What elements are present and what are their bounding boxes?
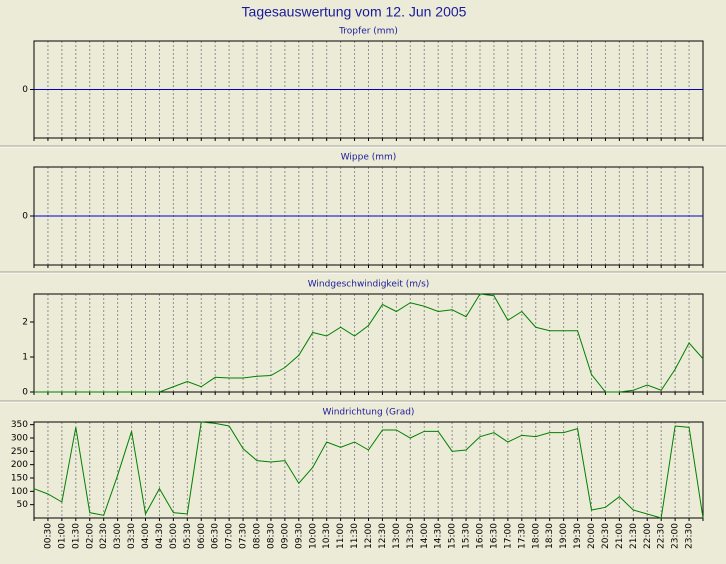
x-tick-label: 19:00 — [559, 523, 569, 549]
x-tick-label: 17:00 — [503, 523, 513, 549]
x-tick-label: 22:00 — [643, 523, 653, 549]
x-tick-label: 11:30 — [350, 523, 360, 549]
panel-title: Tropfer (mm) — [338, 27, 398, 37]
x-tick-label: 03:30 — [127, 523, 137, 549]
x-tick-label: 20:00 — [587, 523, 597, 549]
x-tick-label: 02:00 — [85, 523, 95, 549]
x-tick-label: 01:00 — [57, 523, 67, 549]
x-tick-label: 21:00 — [615, 523, 625, 549]
x-tick-label: 04:30 — [155, 523, 165, 549]
panel-title: Windrichtung (Grad) — [323, 408, 415, 418]
x-tick-label: 09:30 — [294, 523, 304, 549]
x-tick-label: 18:30 — [545, 523, 555, 549]
y-tick-label: 0 — [22, 85, 28, 95]
x-tick-label: 08:30 — [266, 523, 276, 549]
y-tick-label: 2 — [22, 318, 28, 328]
y-tick-label: 300 — [11, 434, 28, 444]
x-tick-label: 23:30 — [685, 523, 695, 549]
x-tick-label: 15:30 — [462, 523, 472, 549]
panel-title: Windgeschwindigkeit (m/s) — [308, 280, 430, 290]
x-tick-label: 13:00 — [392, 523, 402, 549]
y-tick-label: 50 — [17, 500, 29, 510]
x-tick-label: 12:00 — [364, 523, 374, 549]
page-title: Tagesauswertung vom 12. Jun 2005 — [242, 4, 467, 20]
x-tick-label: 06:00 — [197, 523, 207, 549]
x-tick-label: 14:30 — [434, 523, 444, 549]
x-tick-label: 17:30 — [517, 523, 527, 549]
x-tick-label: 10:30 — [322, 523, 332, 549]
x-tick-label: 07:00 — [225, 523, 235, 549]
x-tick-label: 00:30 — [43, 523, 53, 549]
data-line — [34, 293, 704, 393]
x-tick-label: 06:30 — [211, 523, 221, 549]
y-tick-label: 1 — [22, 353, 28, 363]
x-tick-label: 22:30 — [657, 523, 667, 549]
x-tick-label: 16:30 — [489, 523, 499, 549]
x-tick-label: 11:00 — [336, 523, 346, 549]
x-tick-label: 02:30 — [99, 523, 109, 549]
x-tick-label: 16:00 — [476, 523, 486, 549]
data-line — [33, 421, 704, 519]
x-tick-label: 18:00 — [531, 523, 541, 549]
y-tick-label: 0 — [22, 388, 28, 398]
x-tick-label: 04:00 — [141, 523, 151, 549]
y-tick-label: 100 — [11, 487, 28, 497]
x-tick-label: 15:00 — [448, 523, 458, 549]
y-tick-label: 150 — [11, 474, 28, 484]
x-tick-label: 01:30 — [71, 523, 81, 549]
x-tick-label: 07:30 — [239, 523, 249, 549]
x-tick-label: 12:30 — [378, 523, 388, 549]
x-tick-label: 05:00 — [169, 523, 179, 549]
y-tick-label: 200 — [11, 460, 28, 470]
x-tick-label: 20:30 — [601, 523, 611, 549]
x-tick-label: 10:00 — [308, 523, 318, 549]
panel-title: Wippe (mm) — [341, 153, 397, 163]
x-tick-label: 23:00 — [671, 523, 681, 549]
x-tick-label: 08:00 — [253, 523, 263, 549]
y-tick-label: 250 — [11, 447, 28, 457]
y-tick-label: 350 — [11, 420, 28, 430]
x-tick-label: 21:30 — [629, 523, 639, 549]
x-tick-label: 09:00 — [280, 523, 290, 549]
x-tick-label: 19:30 — [573, 523, 583, 549]
x-tick-label: 13:30 — [406, 523, 416, 549]
x-tick-label: 14:00 — [420, 523, 430, 549]
y-tick-label: 0 — [22, 212, 28, 222]
x-tick-label: 03:00 — [113, 523, 123, 549]
x-tick-label: 05:30 — [183, 523, 193, 549]
